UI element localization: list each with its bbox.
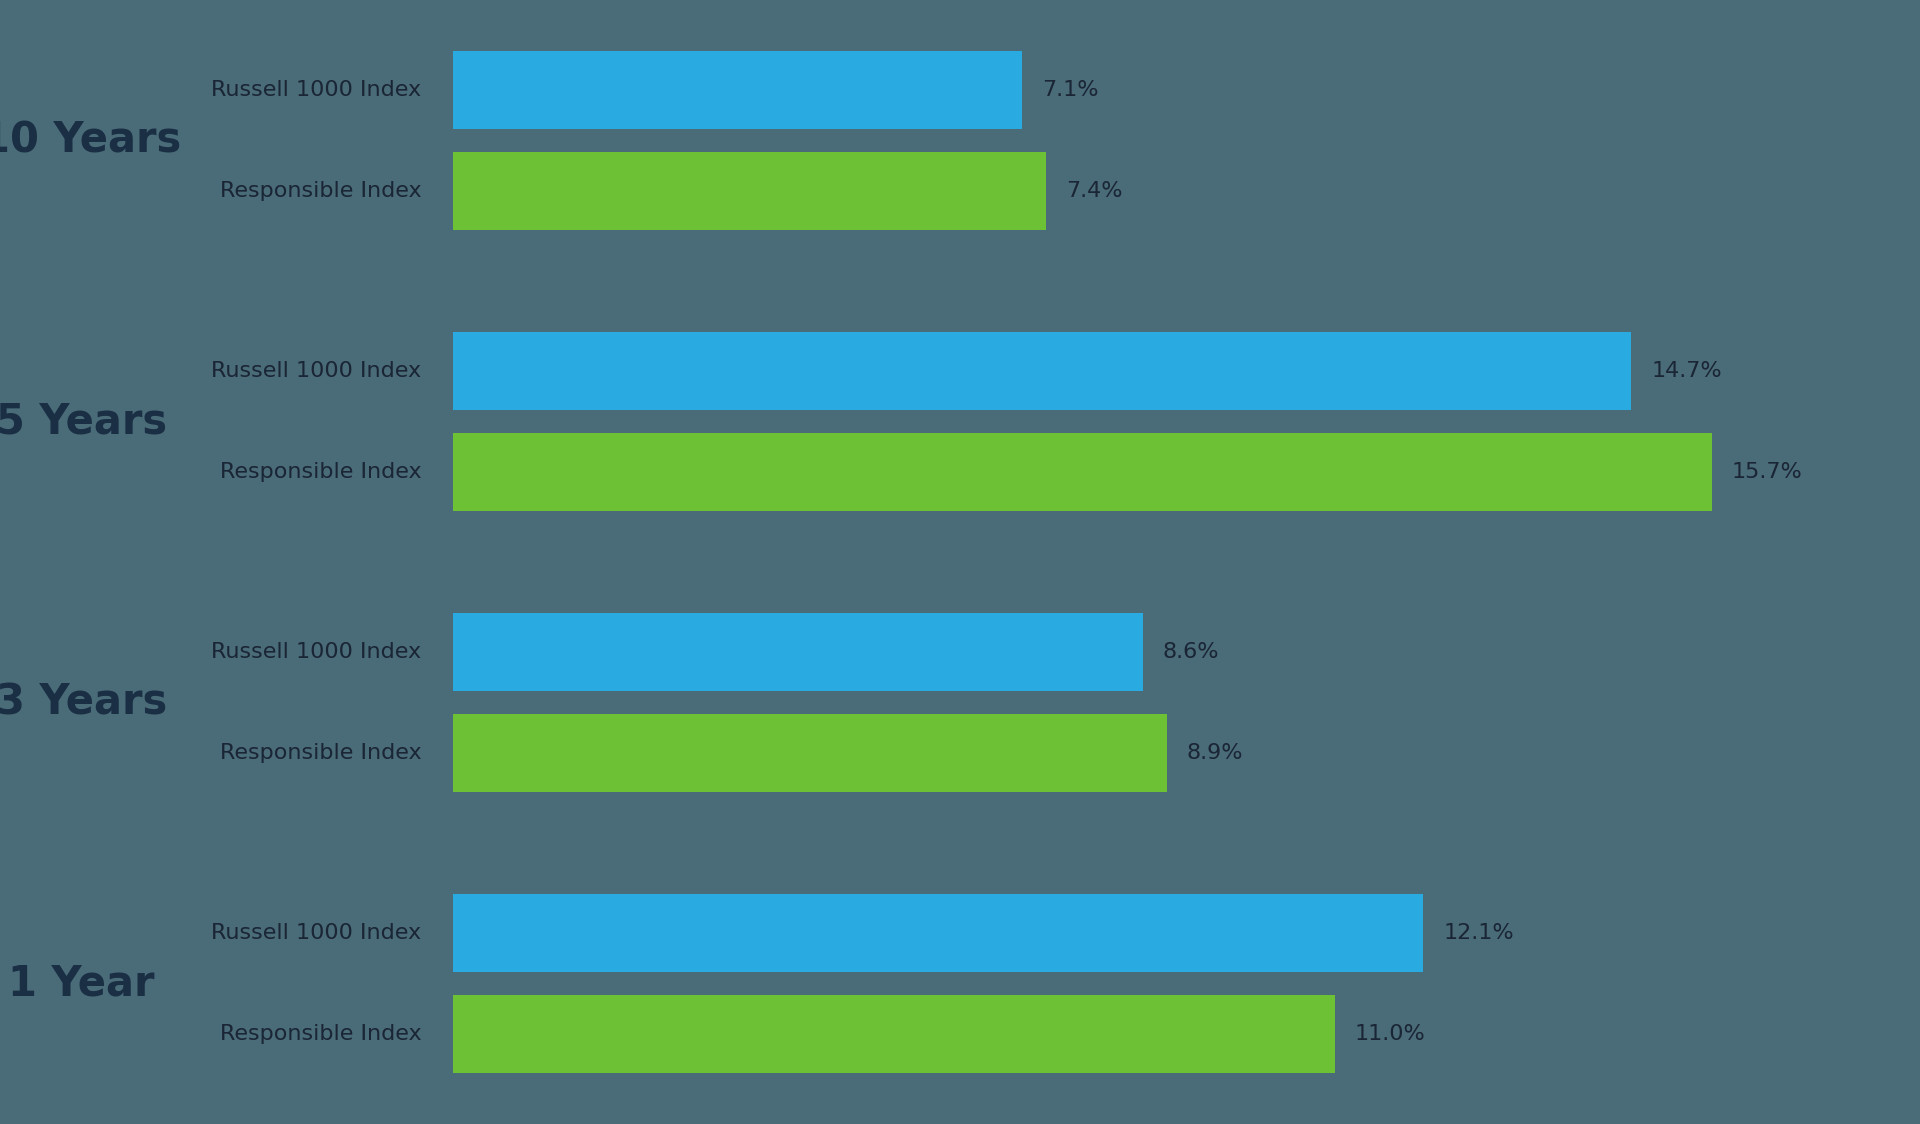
Text: 8.9%: 8.9% [1187, 743, 1242, 763]
Text: Russell 1000 Index: Russell 1000 Index [211, 361, 420, 381]
Text: 14.7%: 14.7% [1651, 361, 1722, 381]
Bar [453, 714, 1167, 792]
Bar [453, 51, 1021, 129]
Text: 5 Years: 5 Years [0, 400, 167, 443]
Text: Russell 1000 Index: Russell 1000 Index [211, 923, 420, 943]
Bar [453, 894, 1423, 972]
Text: 8.6%: 8.6% [1164, 642, 1219, 662]
Bar [453, 995, 1334, 1073]
Text: 10 Years: 10 Years [0, 119, 182, 162]
Text: Russell 1000 Index: Russell 1000 Index [211, 642, 420, 662]
Text: 11.0%: 11.0% [1356, 1024, 1427, 1044]
Bar [453, 152, 1046, 230]
Bar [453, 433, 1711, 511]
Text: 7.1%: 7.1% [1043, 80, 1098, 100]
Text: 12.1%: 12.1% [1444, 923, 1513, 943]
Text: Responsible Index: Responsible Index [219, 1024, 420, 1044]
Text: Responsible Index: Responsible Index [219, 181, 420, 201]
Text: Responsible Index: Responsible Index [219, 462, 420, 482]
Text: Russell 1000 Index: Russell 1000 Index [211, 80, 420, 100]
Text: 1 Year: 1 Year [8, 962, 156, 1005]
Text: 15.7%: 15.7% [1732, 462, 1803, 482]
Text: 3 Years: 3 Years [0, 681, 167, 724]
Text: 7.4%: 7.4% [1066, 181, 1123, 201]
Text: Responsible Index: Responsible Index [219, 743, 420, 763]
Bar [453, 332, 1632, 410]
Bar [453, 613, 1142, 691]
